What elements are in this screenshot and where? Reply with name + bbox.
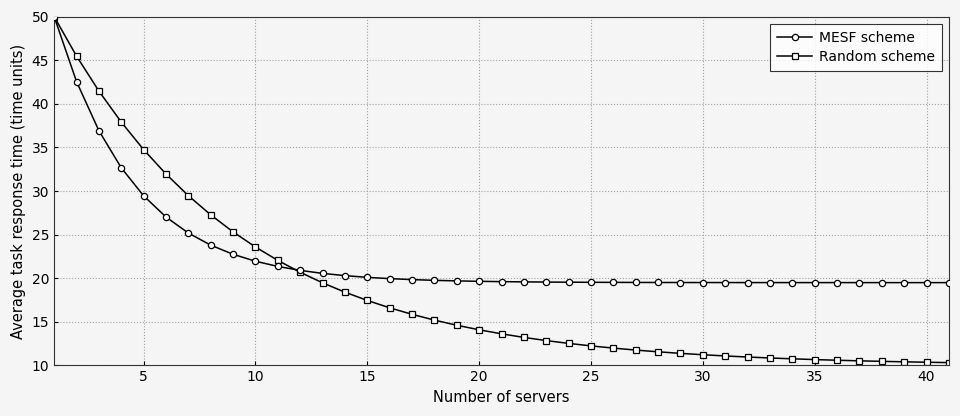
Random scheme	[853, 358, 865, 363]
Random scheme	[809, 357, 821, 362]
MESF scheme	[317, 271, 328, 276]
Random scheme	[228, 229, 239, 234]
Random scheme	[182, 193, 194, 198]
Random scheme	[48, 14, 60, 19]
Random scheme	[429, 317, 441, 322]
MESF scheme	[809, 280, 821, 285]
Random scheme	[138, 147, 150, 152]
MESF scheme	[406, 277, 418, 282]
Random scheme	[384, 305, 396, 310]
MESF scheme	[272, 264, 283, 269]
MESF scheme	[540, 280, 552, 285]
Random scheme	[540, 338, 552, 343]
Random scheme	[205, 213, 217, 218]
MESF scheme	[786, 280, 798, 285]
Random scheme	[71, 54, 83, 59]
MESF scheme	[697, 280, 708, 285]
MESF scheme	[630, 280, 641, 285]
Random scheme	[518, 335, 530, 340]
MESF scheme	[384, 276, 396, 281]
Random scheme	[899, 359, 910, 364]
Random scheme	[586, 343, 597, 348]
MESF scheme	[608, 280, 619, 285]
Random scheme	[362, 298, 373, 303]
Y-axis label: Average task response time (time units): Average task response time (time units)	[12, 44, 26, 339]
MESF scheme	[495, 279, 507, 284]
Random scheme	[675, 351, 686, 356]
Random scheme	[317, 280, 328, 285]
Random scheme	[719, 354, 731, 359]
Random scheme	[630, 348, 641, 353]
Random scheme	[943, 360, 954, 365]
MESF scheme	[451, 278, 463, 283]
MESF scheme	[675, 280, 686, 285]
MESF scheme	[205, 243, 217, 248]
MESF scheme	[764, 280, 776, 285]
MESF scheme	[429, 278, 441, 283]
Random scheme	[495, 331, 507, 336]
Random scheme	[831, 358, 843, 363]
MESF scheme	[115, 165, 127, 170]
MESF scheme	[48, 14, 60, 19]
Random scheme	[160, 171, 172, 176]
Random scheme	[250, 245, 261, 250]
MESF scheme	[943, 280, 954, 285]
MESF scheme	[563, 280, 574, 285]
Legend: MESF scheme, Random scheme: MESF scheme, Random scheme	[770, 24, 942, 71]
MESF scheme	[653, 280, 664, 285]
Random scheme	[563, 341, 574, 346]
Random scheme	[764, 356, 776, 361]
MESF scheme	[295, 268, 306, 273]
MESF scheme	[742, 280, 754, 285]
Random scheme	[272, 258, 283, 263]
Random scheme	[451, 323, 463, 328]
Random scheme	[295, 270, 306, 275]
MESF scheme	[899, 280, 910, 285]
Random scheme	[876, 359, 888, 364]
MESF scheme	[362, 275, 373, 280]
MESF scheme	[250, 259, 261, 264]
MESF scheme	[228, 252, 239, 257]
Line: Random scheme: Random scheme	[51, 13, 952, 366]
MESF scheme	[876, 280, 888, 285]
Random scheme	[406, 312, 418, 317]
MESF scheme	[160, 215, 172, 220]
Random scheme	[921, 360, 932, 365]
Random scheme	[473, 327, 485, 332]
Random scheme	[653, 349, 664, 354]
X-axis label: Number of servers: Number of servers	[433, 390, 570, 405]
MESF scheme	[182, 230, 194, 235]
Line: MESF scheme: MESF scheme	[51, 13, 952, 286]
MESF scheme	[138, 193, 150, 198]
MESF scheme	[719, 280, 731, 285]
Random scheme	[742, 354, 754, 359]
Random scheme	[93, 89, 105, 94]
MESF scheme	[853, 280, 865, 285]
Random scheme	[786, 357, 798, 362]
MESF scheme	[473, 279, 485, 284]
MESF scheme	[831, 280, 843, 285]
MESF scheme	[586, 280, 597, 285]
MESF scheme	[518, 280, 530, 285]
MESF scheme	[339, 273, 350, 278]
MESF scheme	[71, 79, 83, 84]
Random scheme	[115, 119, 127, 124]
MESF scheme	[93, 128, 105, 133]
Random scheme	[339, 290, 350, 295]
Random scheme	[608, 346, 619, 351]
Random scheme	[697, 352, 708, 357]
MESF scheme	[921, 280, 932, 285]
